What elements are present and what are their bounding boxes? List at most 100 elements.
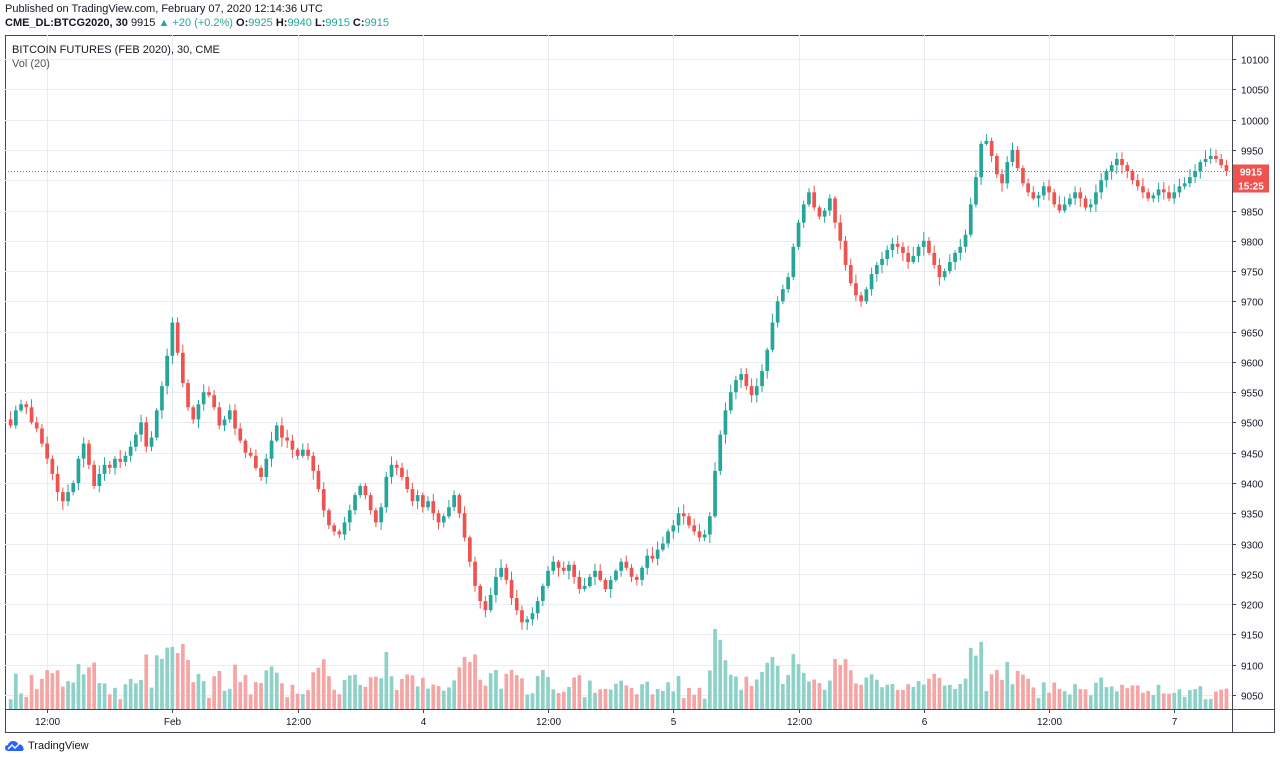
price-tick-label: 10000 (1241, 117, 1269, 128)
volume-bar (1182, 696, 1187, 709)
low-value: 9915 (325, 17, 350, 29)
price-tick-label: 9650 (1241, 329, 1264, 340)
volume-bar (770, 657, 775, 709)
tradingview-cloud-icon (5, 741, 24, 751)
candle-body (405, 476, 409, 489)
candle-body (948, 262, 952, 272)
candle-body (812, 192, 816, 208)
volume-bar (499, 688, 503, 709)
volume-bar (128, 679, 133, 709)
candle-body (139, 422, 143, 435)
volume-bar (144, 654, 149, 709)
volume-bar (963, 678, 968, 709)
volume-bar (107, 694, 112, 709)
volume-bar (921, 684, 926, 709)
close-value: 9915 (364, 17, 390, 29)
volume-bar (603, 688, 608, 709)
candlestick-chart[interactable]: 9050 9100 9150 9200 9250 9300 9350 9400 9450 9500… (5, 35, 1275, 733)
price-tick-label: 9500 (1241, 419, 1264, 430)
price-tick-label: 9400 (1241, 480, 1264, 491)
volume-bar (347, 675, 352, 709)
series-title: BITCOIN FUTURES (FEB 2020), 30, CME (12, 44, 220, 56)
price-tick-label: 9250 (1241, 571, 1264, 582)
volume-bar (906, 684, 910, 709)
candle-body (546, 570, 550, 586)
candle-body (645, 555, 650, 568)
volume-bar (927, 678, 931, 709)
candle-body (1068, 198, 1072, 205)
time-tick-label: 12:00 (1037, 717, 1062, 728)
candle-body (45, 443, 49, 459)
volume-bar (92, 662, 96, 709)
candle-body (687, 516, 691, 526)
candle-body (843, 240, 848, 265)
volume-bar (614, 683, 618, 709)
time-tick-label: 12:00 (536, 717, 561, 728)
candle-body (963, 234, 968, 247)
candle-body (619, 561, 623, 571)
candle-body (535, 601, 540, 614)
candle-body (160, 386, 164, 411)
candle-body (1156, 189, 1161, 196)
volume-bar (1099, 677, 1103, 709)
candle-body (968, 204, 973, 235)
candle-body (1208, 156, 1213, 159)
volume-bar (181, 644, 185, 709)
volume-bar (854, 683, 858, 709)
candle-body (389, 464, 394, 477)
candle-body (598, 570, 603, 580)
volume-bar (280, 683, 284, 709)
candle-body (541, 585, 545, 601)
candle-body (128, 446, 133, 456)
candle-body (29, 407, 34, 423)
candle-body (692, 525, 696, 532)
volume-bar (1177, 689, 1182, 709)
volume-bar (535, 676, 540, 709)
tradingview-logo[interactable]: TradingView (5, 740, 89, 752)
volume-bar (739, 689, 743, 709)
candle-body (55, 473, 60, 493)
candle-body (603, 579, 608, 589)
candle-body (593, 570, 597, 577)
volume-bar (8, 699, 13, 709)
time-tick-label: 12:00 (787, 717, 812, 728)
volume-bar (415, 686, 420, 709)
candle-body (1104, 171, 1109, 181)
volume-bar (728, 674, 733, 709)
volume-bar (1057, 688, 1062, 709)
candle-body (739, 374, 743, 381)
candle-body (608, 579, 613, 589)
volume-bar (55, 670, 60, 709)
volume-bar (1036, 697, 1041, 709)
candle-body (734, 380, 738, 393)
volume-bar (1005, 661, 1010, 709)
candle-body (81, 443, 86, 459)
candle-body (1073, 192, 1077, 199)
price-tick-label: 10050 (1241, 86, 1269, 97)
volume-bar (154, 655, 159, 709)
candle-body (1219, 159, 1223, 166)
chart-frame[interactable]: 9050 9100 9150 9200 9250 9300 9350 9400 9450 9500… (5, 35, 1275, 733)
candle-body (102, 464, 107, 474)
volume-bar (1000, 680, 1004, 709)
volume-bar (916, 681, 921, 709)
candle-body (222, 419, 227, 426)
volume-bar (76, 664, 81, 709)
volume-bar (1104, 687, 1109, 709)
candle-body (1031, 192, 1036, 199)
candle-body (901, 246, 905, 253)
candle-body (869, 274, 874, 290)
time-tick-label: 12:00 (35, 717, 60, 728)
candle-body (754, 386, 759, 396)
volume-bar (525, 694, 530, 709)
volume-bar (118, 699, 123, 709)
candle-body (436, 513, 441, 523)
candle-body (175, 322, 180, 353)
volume-bar (911, 686, 916, 709)
volume-bar (838, 664, 843, 709)
candle-body (984, 140, 989, 144)
candle-body (285, 437, 289, 441)
candle-body (890, 243, 895, 250)
candle-body (1036, 195, 1041, 199)
candle-body (274, 425, 279, 441)
